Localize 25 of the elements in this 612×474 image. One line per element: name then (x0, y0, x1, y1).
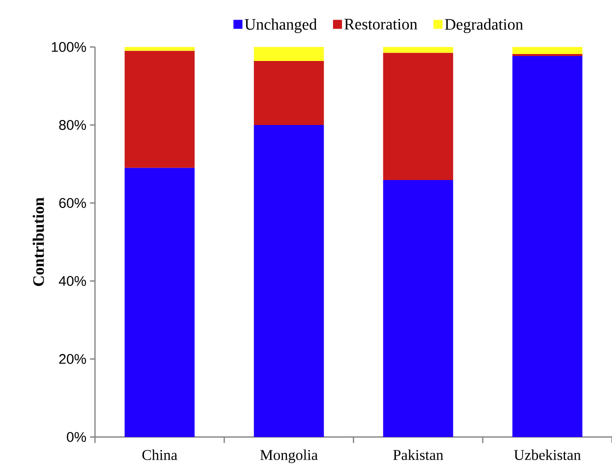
bar (124, 46, 195, 51)
bar (124, 168, 195, 437)
bar (254, 124, 324, 437)
x-tick-label: Uzbekistan (514, 450, 581, 460)
x-tick-label: Pakistan (393, 450, 444, 460)
legend-label: Unchanged (244, 18, 317, 34)
bar (512, 56, 582, 437)
y-tick-label: 20% (59, 354, 86, 364)
bar (254, 61, 324, 125)
bar (383, 180, 454, 437)
y-tick-label: 80% (59, 120, 86, 130)
legend-label: Degradation (444, 18, 524, 34)
x-tick-label: China (142, 450, 178, 460)
bar (124, 50, 195, 168)
x-tick-label: Mongolia (260, 450, 318, 464)
bar (383, 52, 454, 180)
legend-label: Restoration (344, 18, 418, 30)
y-tick-label: 60% (59, 198, 86, 208)
y-axis-title: Contribution (32, 198, 44, 286)
y-tick-label: 40% (58, 276, 86, 286)
bar (254, 46, 324, 62)
y-tick-label: 100% (52, 42, 86, 52)
bar (512, 46, 582, 54)
y-tick-label: 0% (66, 432, 86, 442)
bar (383, 46, 454, 53)
